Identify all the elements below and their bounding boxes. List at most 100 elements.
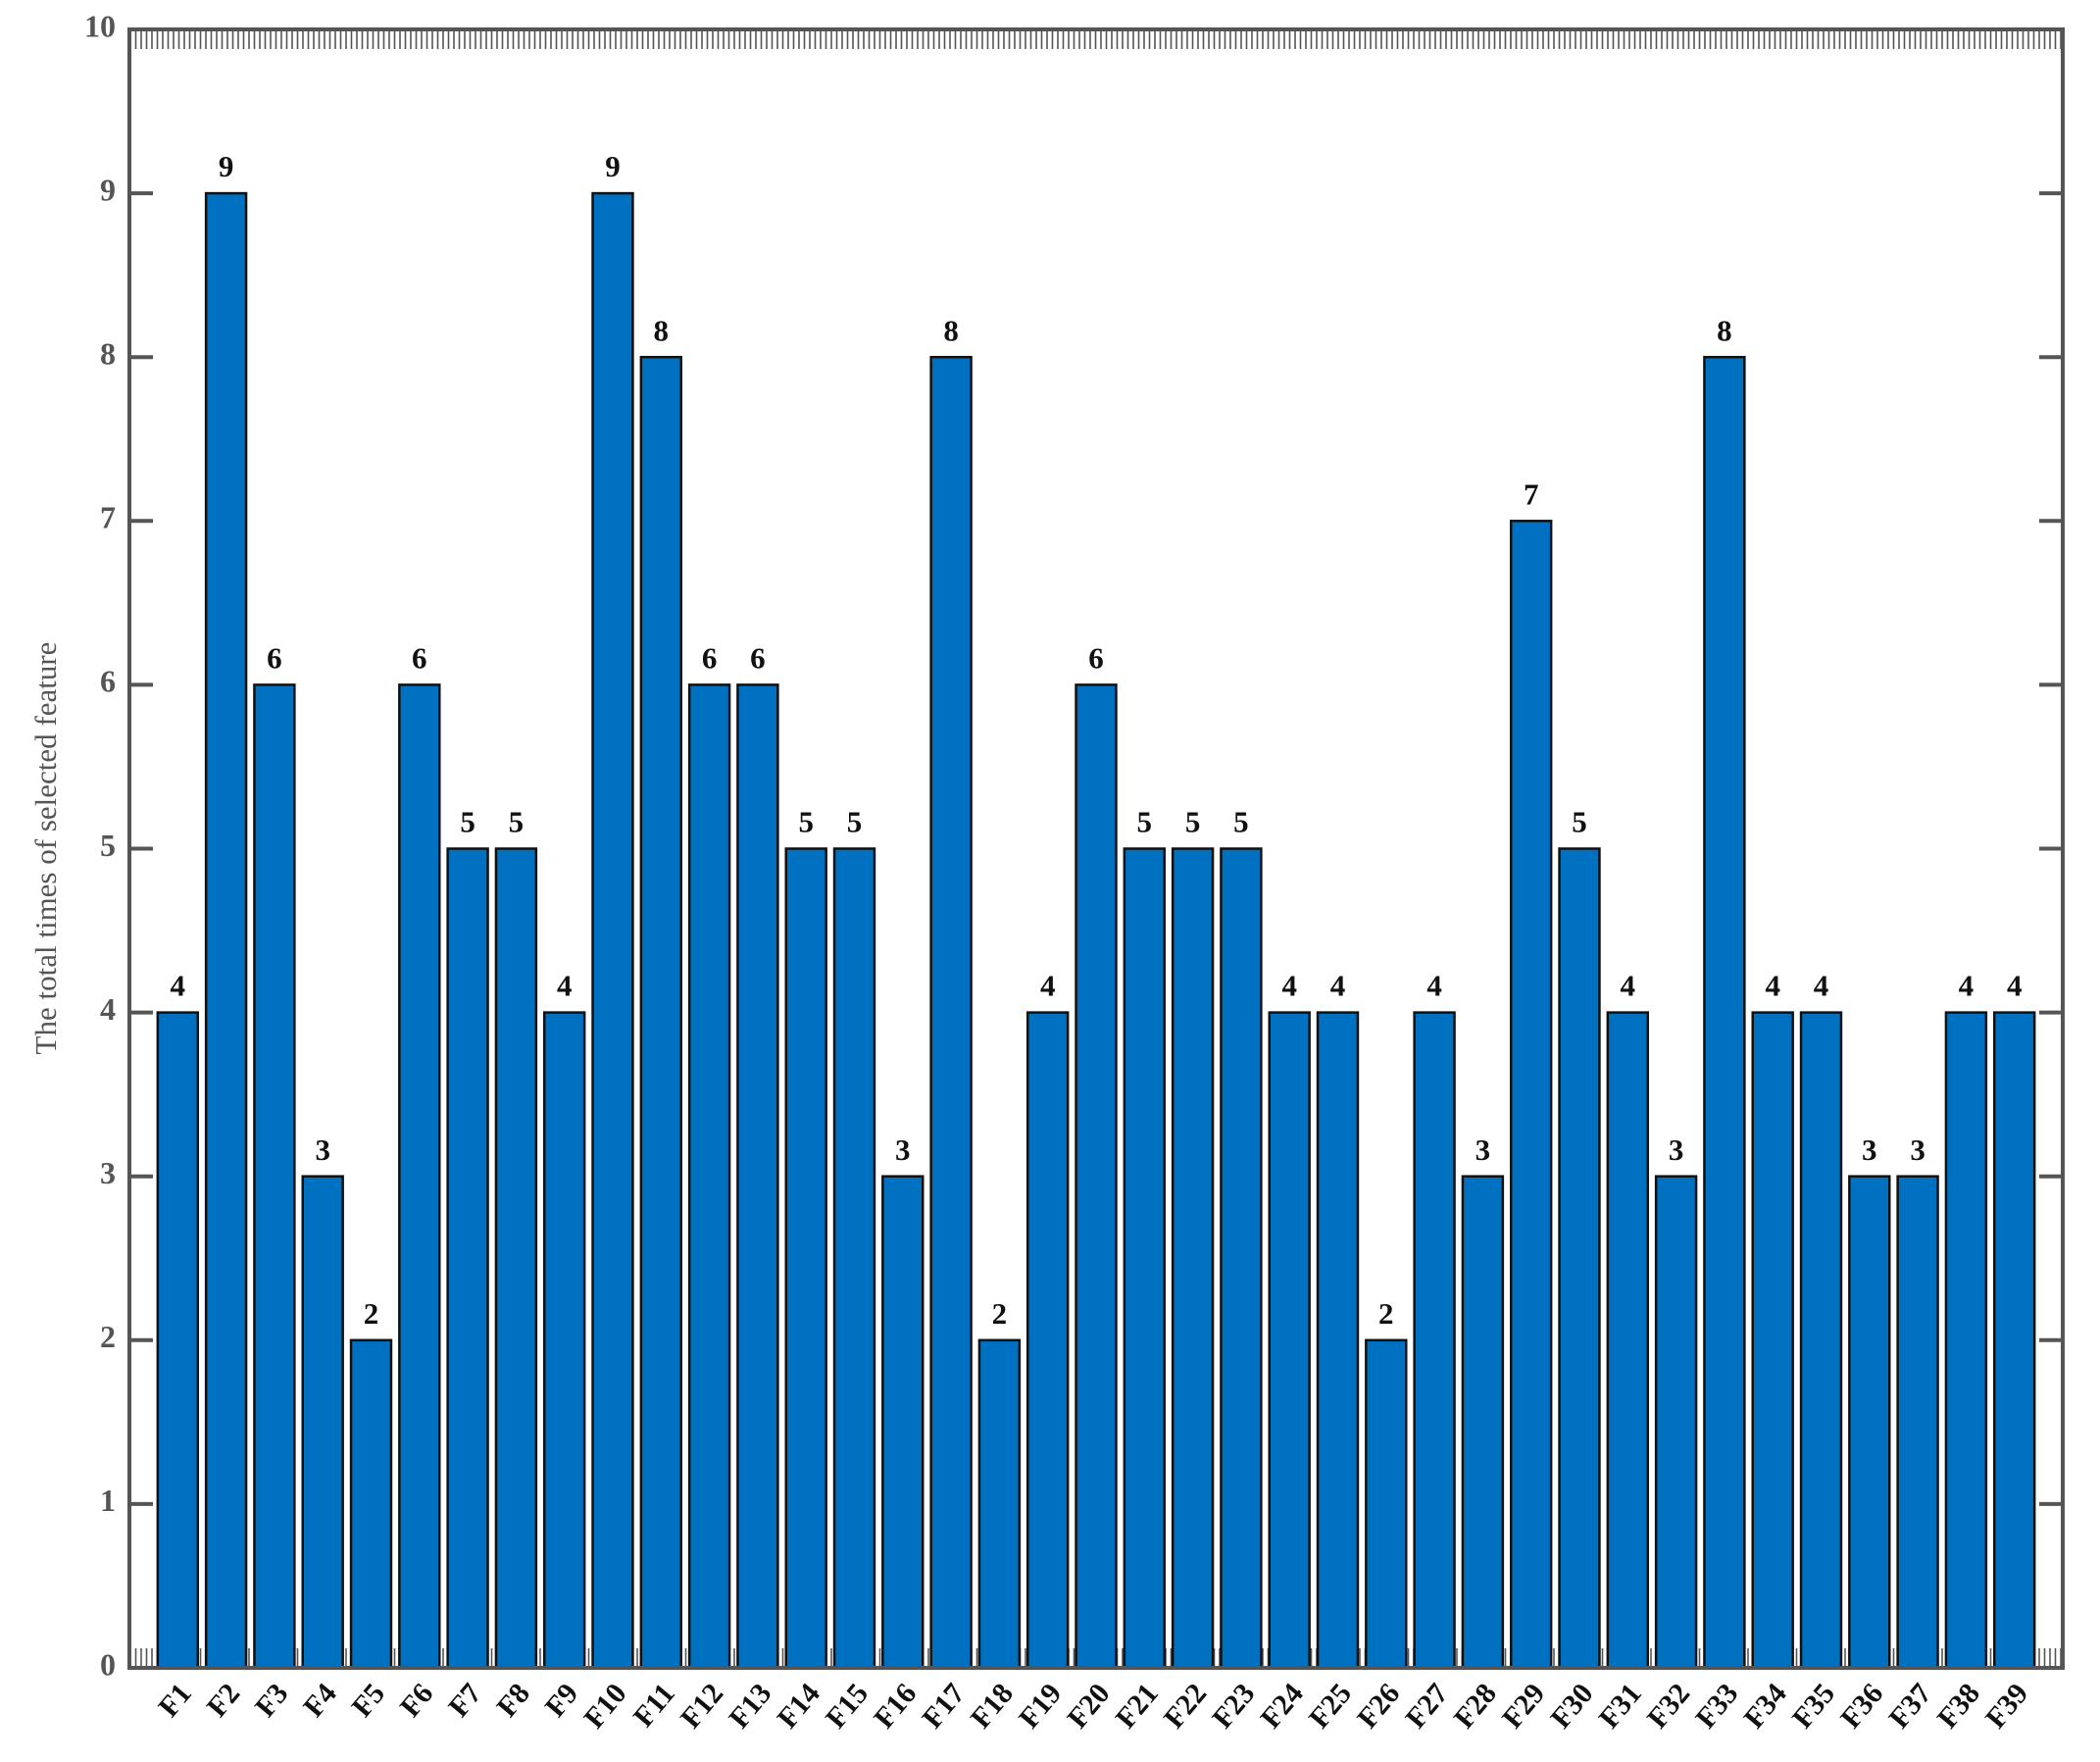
x-tick-label: F17	[916, 1678, 971, 1735]
value-label: 5	[1572, 805, 1587, 839]
x-tick-label: F4	[297, 1678, 343, 1724]
x-tick-label: F22	[1158, 1678, 1213, 1735]
bar	[1461, 1175, 1505, 1670]
plot: 0123456789104F19F26F33F42F56F65F75F84F99…	[84, 8, 2063, 1735]
value-label: 3	[315, 1133, 330, 1167]
bar	[929, 355, 973, 1670]
bar	[1703, 355, 1746, 1670]
value-label: 6	[1088, 641, 1104, 676]
x-tick-label: F30	[1544, 1678, 1599, 1735]
bar	[591, 191, 634, 1670]
value-label: 6	[267, 641, 282, 676]
value-label: 8	[654, 313, 670, 347]
bar	[1896, 1175, 1939, 1670]
value-label: 5	[460, 805, 475, 839]
value-label: 5	[847, 805, 863, 839]
bar	[881, 1175, 925, 1670]
bar	[639, 355, 683, 1670]
bar	[1025, 1011, 1070, 1670]
value-label: 5	[1233, 805, 1249, 839]
y-tick-label: 10	[84, 8, 116, 43]
value-label: 9	[219, 149, 234, 183]
bar	[1365, 1338, 1408, 1670]
x-tick-label: F21	[1110, 1678, 1165, 1735]
bar	[1075, 683, 1118, 1670]
x-tick-label: F32	[1641, 1678, 1696, 1735]
value-label: 5	[1185, 805, 1201, 839]
value-label: 3	[1862, 1133, 1877, 1167]
value-label: 8	[1717, 313, 1732, 347]
x-tick-label: F37	[1882, 1678, 1937, 1735]
bar	[977, 1338, 1022, 1670]
bar	[1944, 1011, 1988, 1670]
value-label: 4	[1621, 969, 1636, 1003]
bar	[1268, 1011, 1311, 1670]
value-label: 4	[171, 969, 186, 1003]
bar	[736, 683, 779, 1670]
value-label: 5	[509, 805, 525, 839]
x-tick-label: F25	[1303, 1678, 1358, 1735]
y-tick-label: 6	[100, 664, 116, 699]
y-tick-label: 8	[100, 336, 116, 372]
x-tick-label: F16	[868, 1678, 923, 1735]
value-label: 2	[364, 1296, 379, 1331]
minor-ticks-top	[129, 29, 2063, 49]
x-tick-label: F26	[1351, 1678, 1406, 1735]
value-label: 4	[557, 969, 573, 1003]
bar	[446, 847, 489, 1670]
bar	[1509, 520, 1553, 1670]
y-tick-label: 9	[100, 172, 116, 207]
x-tick-label: F6	[394, 1678, 440, 1724]
x-tick-label: F7	[442, 1678, 488, 1724]
bar	[1654, 1175, 1698, 1670]
y-tick-label: 1	[100, 1483, 116, 1518]
x-tick-label: F29	[1496, 1678, 1551, 1735]
bar	[398, 683, 441, 1670]
x-tick-label: F10	[577, 1678, 632, 1735]
bar	[542, 1011, 586, 1670]
bar	[253, 683, 296, 1670]
bar	[1751, 1011, 1794, 1670]
bar	[784, 847, 827, 1670]
y-axis-label: The total times of selected feature	[28, 642, 63, 1055]
x-tick-label: F28	[1448, 1678, 1503, 1735]
x-tick-label: F11	[627, 1678, 681, 1734]
x-tick-label: F31	[1593, 1678, 1648, 1735]
x-tick-label: F36	[1834, 1678, 1889, 1735]
value-label: 3	[1910, 1133, 1925, 1167]
bar	[687, 683, 731, 1670]
x-tick-label: F15	[820, 1678, 875, 1735]
x-tick-label: F5	[345, 1678, 391, 1724]
bar	[204, 191, 248, 1670]
bar	[1606, 1011, 1650, 1670]
value-label: 2	[992, 1296, 1008, 1331]
value-label: 5	[798, 805, 814, 839]
x-tick-label: F13	[723, 1678, 777, 1735]
bar	[1558, 847, 1601, 1670]
value-label: 4	[1765, 969, 1780, 1003]
x-tick-label: F12	[675, 1678, 729, 1735]
x-tick-label: F9	[539, 1678, 585, 1724]
y-tick-label: 0	[100, 1646, 116, 1682]
value-label: 9	[605, 149, 621, 183]
value-label: 6	[702, 641, 718, 676]
bar	[832, 847, 876, 1670]
value-label: 4	[1426, 969, 1442, 1003]
x-tick-label: F23	[1206, 1678, 1261, 1735]
value-label: 4	[1330, 969, 1346, 1003]
value-label: 5	[1137, 805, 1153, 839]
value-label: 4	[1959, 969, 1975, 1003]
x-tick-label: F38	[1931, 1678, 1986, 1735]
x-tick-label: F8	[490, 1678, 536, 1724]
bar	[1220, 847, 1263, 1670]
plot-frame	[127, 27, 2065, 1670]
x-tick-label: F24	[1254, 1678, 1309, 1735]
value-label: 4	[1814, 969, 1829, 1003]
y-tick-label: 3	[100, 1155, 116, 1190]
bar	[156, 1011, 200, 1670]
x-tick-label: F34	[1737, 1678, 1792, 1735]
bar	[494, 847, 538, 1670]
x-tick-label: F1	[152, 1678, 198, 1724]
value-label: 3	[1475, 1133, 1491, 1167]
